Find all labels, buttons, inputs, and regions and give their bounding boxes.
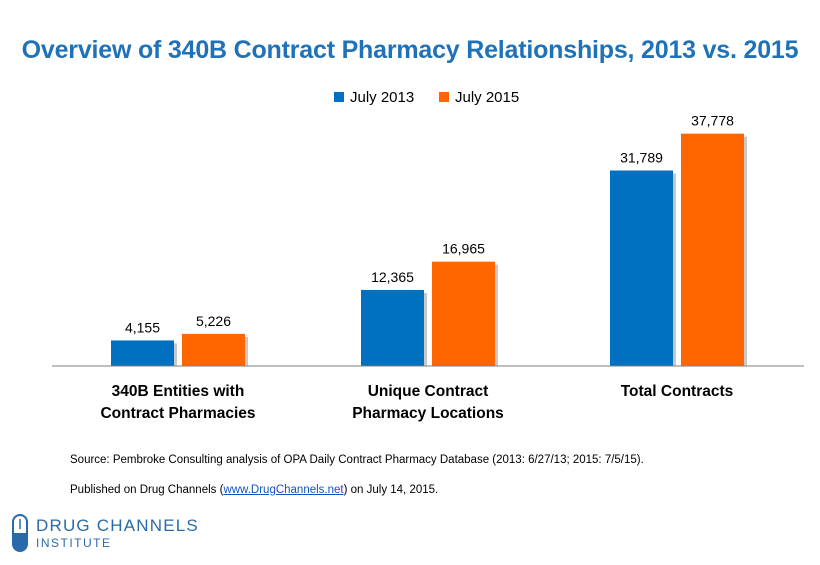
category-label: Unique Contract	[368, 383, 489, 400]
data-label: 31,789	[620, 149, 663, 165]
bar	[111, 340, 174, 366]
published-note: Published on Drug Channels (www.DrugChan…	[70, 484, 438, 496]
published-suffix: ) on July 14, 2015.	[343, 484, 439, 496]
bar	[182, 333, 245, 366]
source-note: Source: Pembroke Consulting analysis of …	[70, 454, 644, 466]
bar	[432, 261, 495, 366]
bar	[610, 170, 673, 366]
published-prefix: Published on Drug Channels (	[70, 484, 224, 496]
legend-label: July 2013	[350, 89, 414, 106]
data-label: 37,778	[691, 113, 734, 129]
data-label: 5,226	[196, 313, 231, 329]
drugchannels-link[interactable]: www.DrugChannels.net	[223, 484, 344, 496]
legend-swatch	[439, 92, 449, 102]
chart-title: Overview of 340B Contract Pharmacy Relat…	[21, 36, 799, 64]
bar	[681, 133, 744, 366]
legend-label: July 2015	[455, 89, 519, 106]
data-label: 12,365	[371, 269, 414, 285]
data-label: 4,155	[125, 319, 160, 335]
category-label: Contract Pharmacies	[100, 405, 255, 422]
category-label: 340B Entities with	[112, 383, 245, 400]
data-label: 16,965	[442, 241, 485, 257]
drug-channels-logo: DRUG CHANNELS INSTITUTE	[10, 513, 210, 555]
bar	[361, 289, 424, 366]
bar-chart: July 2013 July 2015 4,155 12,365 31,789 5,226…	[52, 89, 804, 422]
legend-swatch	[334, 92, 344, 102]
logo-subtitle: INSTITUTE	[36, 536, 112, 550]
capsule-icon	[12, 514, 28, 552]
category-label: Total Contracts	[621, 383, 734, 400]
logo-title: DRUG CHANNELS	[36, 516, 199, 535]
category-label: Pharmacy Locations	[352, 405, 504, 422]
